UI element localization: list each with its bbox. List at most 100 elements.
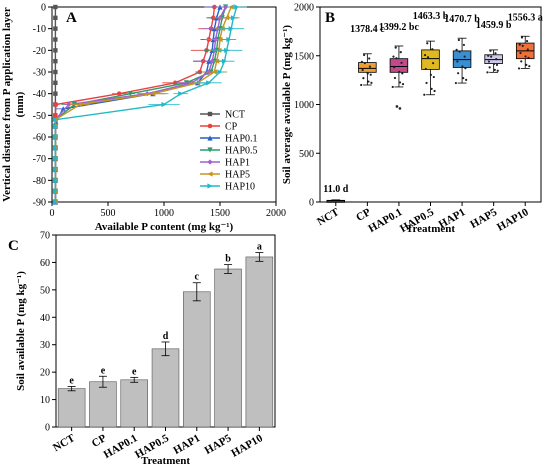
legend-marker (207, 171, 213, 177)
box-point (360, 60, 364, 64)
box-point (519, 51, 522, 55)
box-point (488, 66, 491, 69)
box-point (487, 54, 490, 57)
box-point (494, 52, 497, 55)
panel-c-x-tick-label: HAP10 (229, 432, 265, 460)
panel-a-y-tick-label: -80 (33, 176, 46, 187)
legend-entry-hap0-5: HAP0.5 (200, 146, 258, 157)
box-outlier (398, 107, 402, 110)
box-cp (358, 53, 377, 87)
panel-c-y-tick-label: 0 (45, 423, 50, 434)
box-point (493, 68, 496, 71)
bar-significance-letter: e (69, 375, 74, 386)
panel-b-y-label: Soil average available P (mg kg⁻¹) (281, 25, 293, 184)
bar (120, 379, 148, 428)
panel-a-point (223, 4, 229, 10)
panel-a-y-tick-label: -30 (33, 68, 46, 79)
box-point (401, 82, 405, 86)
panel-a-point (226, 36, 232, 43)
panel-a-point (53, 4, 58, 10)
bar (57, 388, 86, 428)
panel-b-x-tick-label: HAP5 (468, 206, 499, 231)
legend-label: HAP1 (225, 158, 250, 169)
panel-a-y-tick-label: -70 (33, 154, 46, 165)
box-point (464, 67, 467, 70)
panel-a-point (52, 134, 58, 140)
legend-label: HAP0.5 (225, 146, 258, 157)
panel-a-point (77, 101, 83, 108)
panel-c-y-tick-label: 70 (40, 231, 50, 242)
panel-a-point (53, 80, 58, 86)
box-point (526, 48, 529, 51)
box-point (525, 63, 528, 66)
panel-c-letter: C (8, 238, 19, 254)
legend-marker (207, 123, 213, 129)
box-point (487, 60, 491, 63)
legend-label: HAP0.1 (225, 134, 258, 145)
panel-a-point (52, 156, 58, 162)
panel-b-mean-label: 1459.9 b (476, 20, 512, 31)
legend-marker (207, 159, 213, 165)
box-point (462, 77, 465, 80)
panel-b-letter: B (325, 10, 335, 26)
box-point (398, 81, 402, 84)
box-point (528, 65, 531, 68)
legend-label: CP (225, 122, 238, 133)
box-point (525, 39, 529, 43)
box-point (363, 62, 366, 65)
panel-a-point (53, 37, 58, 42)
panel-a-point (52, 199, 58, 205)
box-point (360, 83, 363, 87)
box-point (424, 67, 427, 71)
panel-a-x-tick-label: 500 (101, 208, 116, 219)
bar (245, 256, 274, 428)
panel-a-y-tick-label: -10 (33, 24, 46, 35)
legend-entry-hap1: HAP1 (200, 158, 250, 169)
bar-hap10 (245, 252, 274, 428)
box-point (425, 81, 428, 85)
box-point (454, 81, 457, 85)
bar-hap0-1 (120, 376, 148, 428)
panel-a-point (53, 69, 58, 75)
panel-a-point (172, 80, 178, 86)
panel-a-y-tick-label: -50 (33, 111, 46, 122)
panel-c-y-tick-label: 10 (40, 395, 50, 406)
panel-a-point (230, 15, 237, 21)
box-point (524, 55, 527, 58)
panel-a-x-tick-label: 0 (50, 208, 55, 219)
legend-marker (207, 135, 213, 141)
box-point (495, 63, 499, 67)
box-point (517, 67, 521, 70)
box-point (363, 53, 366, 57)
panel-c-x-tick-label: NCT (51, 432, 78, 454)
legend-label: HAP5 (225, 170, 250, 181)
panel-b-y-tick-label: 1000 (294, 100, 314, 111)
box-point (495, 57, 498, 61)
box-point (423, 93, 426, 96)
panel-a-point (221, 58, 228, 64)
panel-a-point (161, 101, 167, 108)
legend-label: NCT (225, 110, 245, 121)
box-point (391, 85, 394, 89)
panel-b-mean-label: 1378.4 c (350, 24, 385, 35)
box-point (430, 87, 433, 90)
panel-a-point (52, 145, 58, 151)
box-point (426, 42, 429, 45)
panel-b-mean-label: 1399.2 bc (379, 22, 420, 33)
panel-a-point (178, 91, 184, 97)
panel-a-point (127, 91, 133, 97)
box-point (433, 89, 436, 93)
panel-c-y-tick-label: 60 (40, 258, 50, 269)
bar (151, 348, 180, 428)
box-point (366, 72, 369, 75)
bar-cp (89, 375, 117, 428)
box-point (362, 77, 365, 80)
panel-b-x-tick-label: HAP10 (495, 206, 531, 234)
panel-c-x-tick-label: HAP5 (203, 432, 234, 457)
box-point (395, 57, 398, 60)
panel-a-point (52, 166, 58, 173)
panel-a-point (53, 48, 58, 53)
box-point (367, 80, 370, 83)
box-outlier (395, 105, 399, 108)
legend-marker (207, 111, 213, 117)
